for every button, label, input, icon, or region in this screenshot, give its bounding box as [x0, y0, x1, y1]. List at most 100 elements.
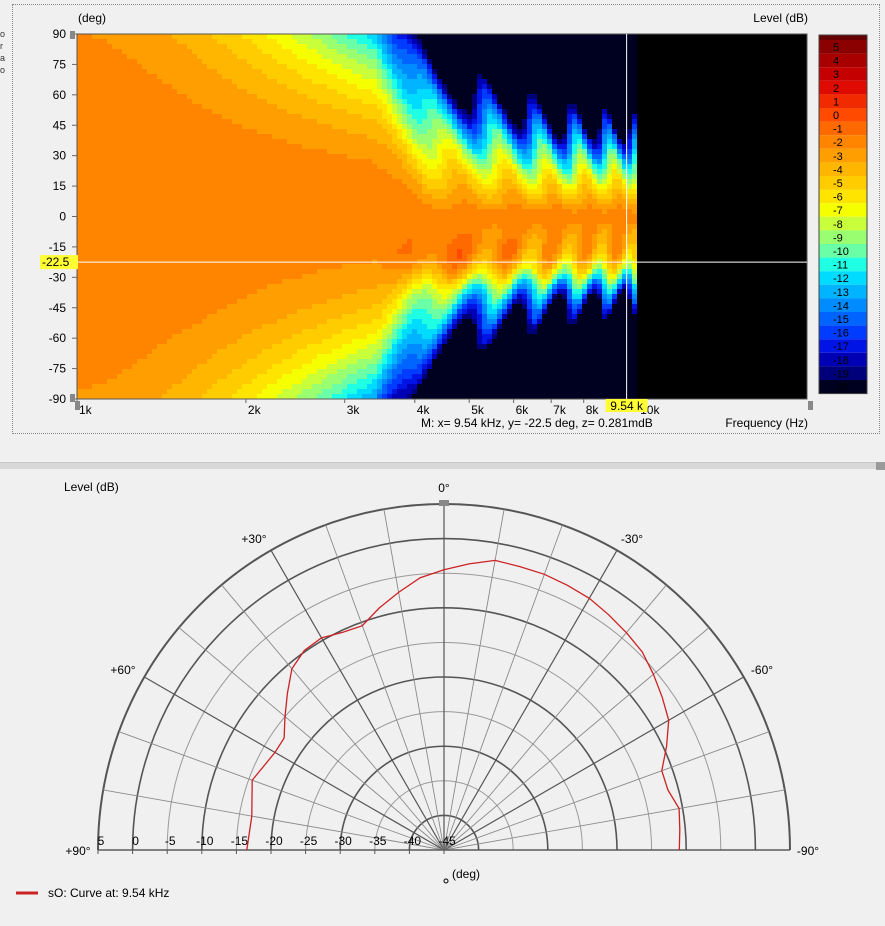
contour-cell — [112, 304, 118, 310]
contour-cell — [77, 354, 83, 360]
contour-cell — [137, 274, 143, 280]
contour-cell — [297, 254, 303, 260]
contour-cell — [302, 144, 308, 150]
contour-cell — [317, 199, 323, 205]
contour-cell — [337, 159, 343, 165]
contour-cell — [147, 229, 153, 235]
contour-cell — [372, 284, 378, 290]
contour-cell — [212, 174, 218, 180]
contour-cell — [382, 284, 388, 290]
contour-cell — [112, 119, 118, 125]
contour-cell — [377, 254, 383, 260]
contour-cell — [87, 89, 93, 95]
contour-cell — [172, 74, 178, 80]
contour-cell — [127, 279, 133, 285]
contour-cell — [97, 209, 103, 215]
contour-cell — [202, 179, 208, 185]
contour-cell — [137, 139, 143, 145]
contour-cell — [407, 374, 413, 380]
contour-cell — [362, 94, 368, 100]
contour-cell — [367, 249, 373, 255]
contour-cell — [407, 149, 413, 155]
contour-cell — [392, 374, 398, 380]
contour-cell — [297, 119, 303, 125]
contour-cell — [92, 254, 98, 260]
contour-cell — [247, 364, 253, 370]
contour-cell — [377, 189, 383, 195]
contour-cell — [82, 234, 88, 240]
contour-cell — [267, 49, 273, 55]
contour-cell — [167, 54, 173, 60]
contour-cell — [252, 84, 258, 90]
contour-cell — [97, 244, 103, 250]
contour-cell — [377, 339, 383, 345]
contour-cell — [92, 364, 98, 370]
directivity-contour-chart[interactable]: (deg) Level (dB)Frequency (Hz)90756045301… — [0, 0, 885, 462]
contour-cell — [322, 329, 328, 335]
contour-cell — [197, 229, 203, 235]
contour-cell — [337, 149, 343, 155]
contour-cell — [392, 389, 398, 395]
contour-cell — [87, 49, 93, 55]
contour-cell — [417, 99, 423, 105]
contour-cell — [137, 254, 143, 260]
contour-cell — [412, 129, 418, 135]
contour-cell — [357, 394, 363, 399]
contour-cell — [177, 324, 183, 330]
contour-cell — [162, 59, 168, 65]
contour-cell — [297, 44, 303, 50]
contour-cell — [342, 269, 348, 275]
contour-cell — [402, 189, 408, 195]
contour-cell — [137, 79, 143, 85]
contour-cell — [117, 224, 123, 230]
contour-cell — [97, 289, 103, 295]
contour-cell — [372, 119, 378, 125]
contour-cell — [392, 144, 398, 150]
contour-cell — [387, 279, 393, 285]
contour-cell — [252, 389, 258, 395]
contour-cell — [387, 119, 393, 125]
contour-cell — [172, 254, 178, 260]
contour-cell — [252, 364, 258, 370]
contour-cell — [387, 214, 393, 220]
contour-cell — [352, 394, 358, 399]
contour-cell — [287, 219, 293, 225]
contour-cell — [412, 234, 418, 240]
contour-cell — [277, 329, 283, 335]
contour-cell — [372, 229, 378, 235]
contour-cell — [182, 269, 188, 275]
contour-cell — [172, 284, 178, 290]
contour-cell — [172, 224, 178, 230]
contour-cell — [337, 394, 343, 399]
contour-cell — [162, 299, 168, 305]
contour-cell — [262, 99, 268, 105]
contour-cell — [317, 154, 323, 160]
contour-cell — [312, 124, 318, 130]
contour-cell — [377, 249, 383, 255]
contour-cell — [137, 149, 143, 155]
contour-cell — [197, 269, 203, 275]
contour-cell — [197, 194, 203, 200]
contour-cell — [407, 129, 413, 135]
contour-cell — [127, 39, 133, 45]
contour-cell — [237, 244, 243, 250]
contour-cell — [107, 299, 113, 305]
contour-cell — [87, 239, 93, 245]
contour-cell — [87, 359, 93, 365]
contour-cell — [307, 64, 313, 70]
contour-cell — [397, 154, 403, 160]
contour-cell — [157, 349, 163, 355]
contour-cell — [212, 74, 218, 80]
contour-cell — [412, 34, 418, 40]
contour-cell — [207, 269, 213, 275]
contour-cell — [222, 54, 228, 60]
contour-cell — [282, 294, 288, 300]
contour-cell — [292, 349, 298, 355]
contour-cell — [127, 309, 133, 315]
contour-cell — [247, 289, 253, 295]
contour-cell — [332, 139, 338, 145]
contour-cell — [352, 284, 358, 290]
contour-cell — [197, 174, 203, 180]
contour-cell — [332, 39, 338, 45]
contour-cell — [287, 204, 293, 210]
